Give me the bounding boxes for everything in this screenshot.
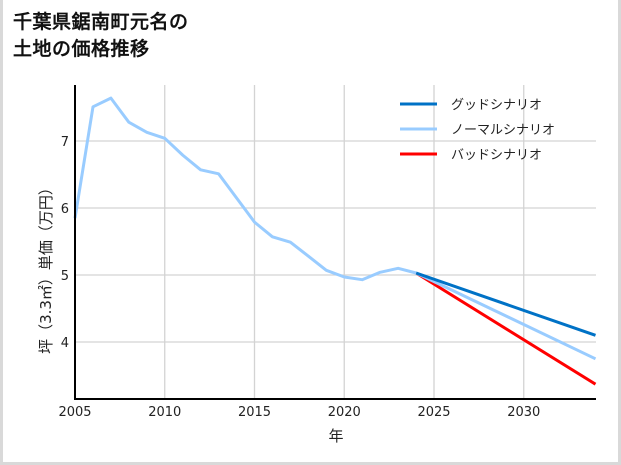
x-tick-label: 2030 [507, 405, 540, 420]
tick-labels: 2005 2010 2015 2020 2025 2030 4 5 6 7 [58, 135, 540, 420]
x-tick-label: 2010 [148, 405, 181, 420]
chart-frame [3, 0, 618, 462]
series-line-0 [415, 271, 596, 337]
legend-label: グッドシナリオ [451, 98, 542, 113]
x-tick-label: 2015 [238, 405, 271, 420]
y-tick-label: 7 [61, 135, 69, 150]
y-axis-label: 坪（3.3㎡）単価（万円） [37, 180, 55, 354]
series-line-1 [415, 271, 597, 361]
data-lines [73, 96, 597, 386]
legend-label: ノーマルシナリオ [451, 123, 555, 138]
axes [74, 85, 596, 400]
y-tick-label: 5 [61, 269, 69, 284]
x-axis-label: 年 [328, 427, 343, 445]
series-line-2 [415, 271, 597, 386]
chart-title-line-2: 土地の価格推移 [13, 38, 150, 60]
x-tick-label: 2020 [328, 405, 361, 420]
historical-line [73, 96, 417, 282]
y-tick-label: 6 [61, 202, 69, 217]
y-tick-label: 4 [61, 336, 69, 351]
chart-title-line-1: 千葉県鋸南町元名の [13, 11, 189, 33]
x-tick-label: 2025 [417, 405, 450, 420]
x-tick-label: 2005 [58, 405, 91, 420]
legend-label: バッドシナリオ [451, 148, 542, 163]
chart-title: 千葉県鋸南町元名の 土地の価格推移 [13, 9, 189, 63]
